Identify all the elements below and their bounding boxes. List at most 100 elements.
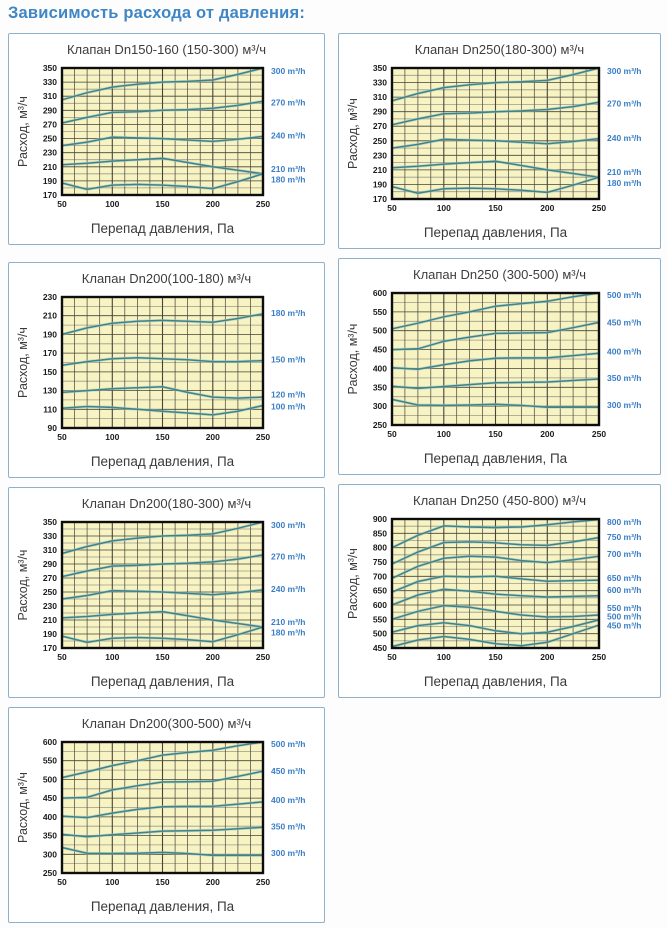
y-axis-label: Расход, м³/ч [16,327,30,398]
x-tick-label: 250 [256,877,270,887]
x-tick-label: 50 [387,652,397,662]
plot-border [390,291,601,427]
y-tick-label: 330 [373,78,387,88]
x-tick-label: 150 [488,429,502,439]
series-line [61,741,264,779]
chart-title: Клапан Dn250 (450-800) м³/ч [413,493,586,508]
series-label: 500 m³/h [607,612,642,622]
series-label: 300 m³/h [271,66,306,76]
series-line [61,589,264,600]
x-tick-label: 150 [155,652,169,662]
plot-border [60,66,265,197]
series-line [61,626,264,644]
x-tick-label: 200 [540,429,554,439]
series-label: 500 m³/h [607,290,642,300]
series-label: 350 m³/h [607,373,642,383]
series-label: 300 m³/h [607,400,642,410]
y-tick-label: 300 [373,401,387,411]
series-line [391,321,600,351]
y-tick-label: 650 [373,586,387,596]
x-axis-label: Перепад давления, Па [424,674,568,689]
x-tick-label: 200 [206,432,220,442]
series-label: 180 m³/h [607,178,642,188]
chart-title: Клапан Dn200(300-500) м³/ч [81,716,252,731]
series-label: 400 m³/h [271,795,306,805]
x-tick-label: 100 [105,199,119,209]
chart-panel-4: Клапан Dn250 (300-500) м³/ч 250 300 350 400 4… [338,258,661,475]
y-tick-label: 210 [43,162,57,172]
series-line [391,352,600,370]
x-tick-label: 250 [256,199,270,209]
x-tick-label: 250 [592,203,606,213]
series-label: 350 m³/h [271,822,306,832]
y-tick-label: 310 [373,92,387,102]
y-tick-label: 270 [43,119,57,129]
chart-title: Клапан Dn250 (300-500) м³/ч [413,267,586,282]
x-tick-label: 50 [57,199,67,209]
series-line [61,100,264,124]
chart-canvas: 90 110 130 150 170 190 210 230 50 100 150 200 250 180… [16,292,306,469]
x-tick-label: 100 [437,652,451,662]
chart-canvas: 250 300 350 400 450 500 550 600 50 100 150 200 250 50… [16,737,306,914]
x-tick-label: 100 [105,432,119,442]
x-tick-label: 200 [540,652,554,662]
x-tick-label: 250 [256,652,270,662]
y-tick-label: 330 [43,77,57,87]
y-tick-label: 210 [373,165,387,175]
y-tick-label: 600 [43,737,57,747]
series-label: 150 m³/h [271,355,306,365]
y-tick-label: 250 [373,136,387,146]
chart-panel-3: Клапан Dn200(100-180) м³/ч 90 110 130 150 170… [8,262,325,478]
y-tick-label: 190 [43,329,57,339]
x-axis-label: Перепад давления, Па [424,225,568,240]
x-tick-label: 250 [256,432,270,442]
chart-title: Клапан Dn250(180-300) м³/ч [414,42,585,57]
series-line [61,386,264,399]
y-tick-label: 290 [43,105,57,115]
y-axis-label: Расход, м³/ч [16,96,30,167]
x-axis-label: Перепад давления, Па [91,899,235,914]
series-label: 180 m³/h [271,308,306,318]
series-line [391,624,600,648]
y-tick-label: 290 [373,107,387,117]
y-tick-label: 500 [43,774,57,784]
series-line [391,378,600,390]
x-axis-label: Перепад давления, Па [91,674,235,689]
series-line [391,160,600,178]
plot-border [60,740,265,875]
y-tick-label: 250 [43,868,57,878]
series-label: 300 m³/h [271,848,306,858]
x-tick-label: 50 [57,432,67,442]
chart-title: Клапан Dn150-160 (150-300) м³/ч [66,42,267,57]
plot-border [60,295,265,430]
series-label: 750 m³/h [607,532,642,542]
y-tick-label: 250 [373,420,387,430]
y-tick-label: 450 [373,643,387,653]
series-label: 210 m³/h [271,617,306,627]
y-tick-label: 230 [373,150,387,160]
x-tick-label: 50 [387,203,397,213]
series-line [61,173,264,191]
y-axis-label: Расход, м³/ч [16,550,30,621]
series-line [61,404,264,416]
y-tick-label: 300 [43,849,57,859]
series-label: 300 m³/h [271,520,306,530]
y-tick-label: 500 [373,326,387,336]
series-label: 100 m³/h [271,402,306,412]
x-tick-label: 50 [387,429,397,439]
y-tick-label: 170 [43,348,57,358]
series-label: 210 m³/h [607,167,642,177]
series-line [391,137,600,149]
series-line [391,518,600,549]
plot-border [390,517,601,650]
series-label: 120 m³/h [271,389,306,399]
y-tick-label: 900 [373,514,387,524]
x-tick-label: 250 [592,429,606,439]
series-label: 180 m³/h [271,175,306,185]
series-label: 300 m³/h [607,66,642,76]
y-tick-label: 400 [43,812,57,822]
x-tick-label: 200 [206,199,220,209]
chart-canvas: 250 300 350 400 450 500 550 600 50 100 150 200 250 50… [346,288,642,466]
x-tick-label: 150 [488,652,502,662]
